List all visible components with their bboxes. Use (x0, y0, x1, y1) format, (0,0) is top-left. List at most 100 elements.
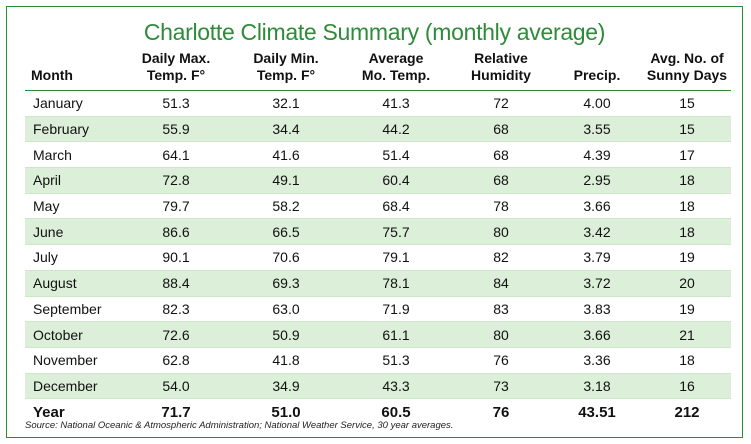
table-row: December 54.0 34.9 43.3 73 3.18 16 (25, 373, 731, 399)
cell-sunny: 18 (679, 352, 695, 369)
table-row: January 51.3 32.1 41.3 72 4.00 15 (25, 91, 731, 117)
header-row: Month Daily Max. Temp. F° Daily Min. Temp.… (25, 50, 731, 91)
cell-sunny: 19 (679, 249, 695, 266)
cell-max: 79.7 (162, 198, 190, 215)
cell-max: 82.3 (162, 300, 190, 317)
cell-month: February (33, 121, 90, 138)
header-humidity: Relative Humidity (471, 50, 531, 83)
cell-avg: 61.1 (382, 326, 410, 343)
cell-avg: 79.1 (382, 249, 410, 266)
cell-month: June (33, 223, 64, 240)
cell-humidity: 78 (493, 198, 509, 215)
table-row: July 90.1 70.6 79.1 82 3.79 19 (25, 245, 731, 271)
cell-month: January (33, 95, 83, 112)
cell-precip: 3.36 (583, 352, 611, 369)
cell-avg: 60.4 (382, 172, 410, 189)
year-label: Year (33, 404, 65, 422)
cell-month: May (33, 198, 60, 215)
header-avg-temp: Average Mo. Temp. (361, 50, 431, 83)
cell-min: 66.5 (272, 223, 300, 240)
cell-min: 50.9 (272, 326, 300, 343)
cell-max: 51.3 (162, 95, 190, 112)
table-row: April 72.8 49.1 60.4 68 2.95 18 (25, 167, 731, 194)
cell-max: 54.0 (162, 377, 190, 394)
cell-sunny: 16 (679, 377, 695, 394)
table-row: November 62.8 41.8 51.3 76 3.36 18 (25, 347, 731, 374)
cell-precip: 4.39 (583, 146, 611, 163)
cell-avg: 44.2 (382, 121, 410, 138)
cell-sunny: 15 (679, 121, 695, 138)
cell-precip: 3.79 (583, 249, 611, 266)
cell-month: September (33, 300, 102, 317)
cell-humidity: 68 (493, 121, 509, 138)
cell-avg: 51.3 (382, 352, 410, 369)
cell-avg: 78.1 (382, 275, 410, 292)
cell-month: July (33, 249, 58, 266)
table-row: September 82.3 63.0 71.9 83 3.83 19 (25, 296, 731, 322)
cell-max: 88.4 (162, 275, 190, 292)
cell-avg: 68.4 (382, 198, 410, 215)
cell-max: 62.8 (162, 352, 190, 369)
cell-max: 72.8 (162, 172, 190, 189)
cell-humidity: 83 (493, 300, 509, 317)
table-title: Charlotte Climate Summary (monthly avera… (143, 19, 606, 45)
cell-min: 49.1 (272, 172, 300, 189)
cell-month: December (33, 377, 98, 394)
cell-month: April (33, 172, 62, 189)
cell-sunny: 19 (679, 300, 695, 317)
cell-min: 70.6 (272, 249, 300, 266)
cell-max: 72.6 (162, 326, 190, 343)
cell-humidity: 76 (493, 352, 509, 369)
cell-avg: 41.3 (382, 95, 410, 112)
header-precip: Precip. (573, 67, 621, 83)
cell-avg: 43.3 (382, 377, 410, 394)
source-note: Source: National Oceanic & Atmospheric A… (25, 420, 454, 431)
cell-max: 90.1 (162, 249, 190, 266)
cell-precip: 3.55 (583, 121, 611, 138)
year-max: 71.7 (161, 404, 191, 422)
cell-precip: 3.18 (583, 377, 611, 394)
header-sunny-days: Avg. No. of Sunny Days (646, 50, 728, 83)
cell-month: November (33, 352, 98, 369)
cell-precip: 2.95 (583, 172, 611, 189)
cell-humidity: 82 (493, 249, 509, 266)
header-max-temp: Daily Max. Temp. F° (141, 50, 211, 83)
table-row: May 79.7 58.2 68.4 78 3.66 18 (25, 193, 731, 219)
cell-precip: 4.00 (583, 95, 611, 112)
cell-avg: 71.9 (382, 300, 410, 317)
cell-avg: 51.4 (382, 146, 410, 163)
cell-humidity: 80 (493, 223, 509, 240)
table-row: October 72.6 50.9 61.1 80 3.66 21 (25, 321, 731, 348)
cell-precip: 3.72 (583, 275, 611, 292)
cell-max: 64.1 (162, 146, 190, 163)
cell-min: 34.4 (272, 121, 300, 138)
cell-max: 86.6 (162, 223, 190, 240)
cell-sunny: 17 (679, 146, 695, 163)
header-min-temp: Daily Min. Temp. F° (253, 50, 319, 83)
cell-avg: 75.7 (382, 223, 410, 240)
cell-min: 34.9 (272, 377, 300, 394)
table-row: February 55.9 34.4 44.2 68 3.55 15 (25, 116, 731, 142)
cell-precip: 3.42 (583, 223, 611, 240)
cell-sunny: 18 (679, 172, 695, 189)
table-row: June 86.6 66.5 75.7 80 3.42 18 (25, 218, 731, 245)
cell-precip: 3.66 (583, 326, 611, 343)
cell-min: 41.8 (272, 352, 300, 369)
cell-min: 69.3 (272, 275, 300, 292)
cell-sunny: 18 (679, 198, 695, 215)
cell-month: March (33, 146, 72, 163)
year-avg: 60.5 (381, 404, 411, 422)
cell-sunny: 20 (679, 275, 695, 292)
cell-min: 58.2 (272, 198, 300, 215)
year-min: 51.0 (271, 404, 301, 422)
cell-humidity: 73 (493, 377, 509, 394)
year-total-row: Year 71.7 51.0 60.5 76 43.51 212 (25, 398, 731, 427)
cell-month: August (33, 275, 77, 292)
cell-month: October (33, 326, 83, 343)
cell-precip: 3.83 (583, 300, 611, 317)
cell-humidity: 72 (493, 95, 509, 112)
table-row: August 88.4 69.3 78.1 84 3.72 20 (25, 270, 731, 296)
cell-max: 55.9 (162, 121, 190, 138)
cell-sunny: 18 (679, 223, 695, 240)
year-humidity: 76 (492, 404, 510, 422)
